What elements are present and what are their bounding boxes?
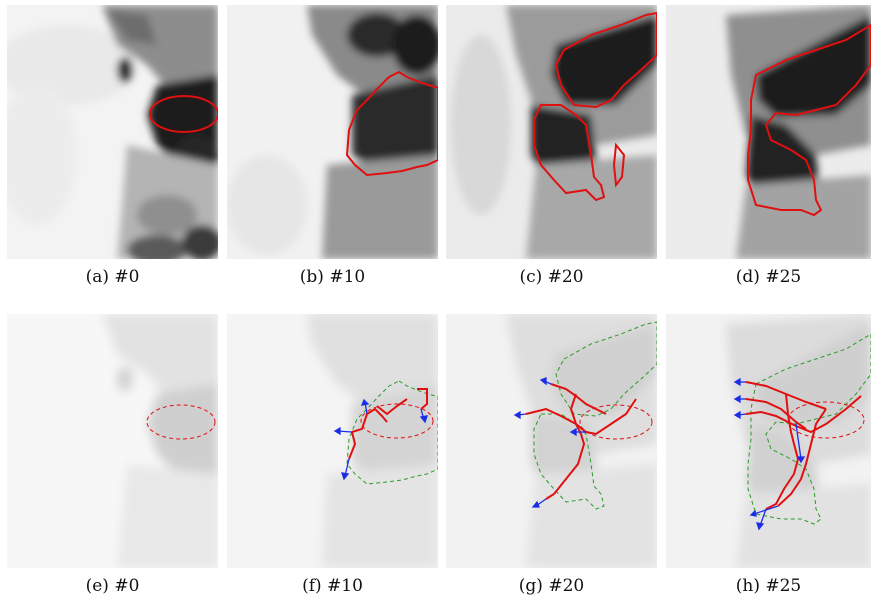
panel-c-image xyxy=(446,5,657,259)
caption-e: (e) #0 xyxy=(85,576,140,596)
motion-tracks xyxy=(525,383,637,500)
caption-h: (h) #25 xyxy=(735,576,802,596)
motion-tracks xyxy=(348,388,428,460)
panel-g-image xyxy=(446,314,657,568)
storm-contour-upper xyxy=(554,11,657,109)
panel-d-image xyxy=(666,5,871,259)
dashed-ellipse xyxy=(360,403,434,439)
caption-a: (a) #0 xyxy=(85,267,140,287)
caption-c: (c) #20 xyxy=(519,267,584,287)
dashed-ellipse xyxy=(146,404,216,440)
caption-g: (g) #20 xyxy=(518,576,585,596)
panel-a-image xyxy=(7,5,218,259)
panel-f-image xyxy=(227,314,438,568)
panel-h-image xyxy=(666,314,871,568)
motion-tracks xyxy=(745,381,862,510)
panel-b-image xyxy=(227,5,438,259)
motion-arrows xyxy=(513,377,586,508)
motion-arrows xyxy=(733,377,806,531)
dashed-region-upper xyxy=(555,321,657,417)
caption-d: (d) #25 xyxy=(735,267,802,287)
dashed-ellipse xyxy=(787,401,865,439)
storm-contour xyxy=(345,70,438,177)
panel-e-image xyxy=(7,314,218,568)
dashed-region xyxy=(747,333,871,525)
storm-contour-lower xyxy=(533,104,606,202)
dashed-region xyxy=(346,380,438,485)
caption-f: (f) #10 xyxy=(302,576,363,596)
motion-arrows xyxy=(333,398,428,481)
storm-contour xyxy=(149,95,218,133)
caption-b: (b) #10 xyxy=(299,267,366,287)
dashed-ellipse xyxy=(579,404,653,440)
storm-contour xyxy=(747,23,871,217)
